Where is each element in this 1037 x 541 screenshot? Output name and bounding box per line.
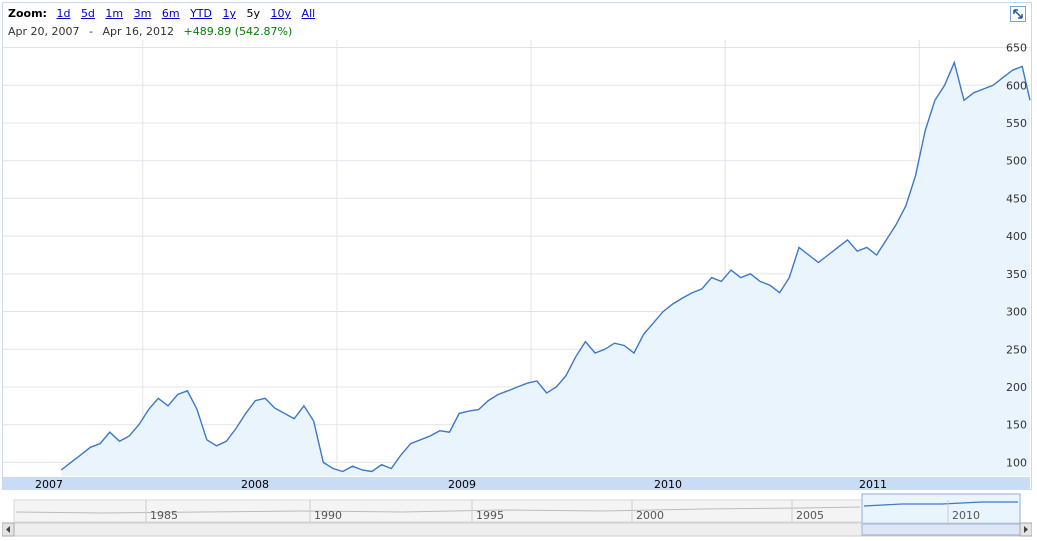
price-change: +489.89 (542.87%) xyxy=(183,25,293,38)
scroll-right-button[interactable] xyxy=(1019,522,1032,537)
zoom-6m[interactable]: 6m xyxy=(161,7,180,20)
price-area xyxy=(61,62,1030,476)
overview-year-label: 2000 xyxy=(636,509,664,522)
x-axis-band: 2007 2008 2009 2010 2011 xyxy=(3,477,1030,491)
y-tick-label: 650 xyxy=(1006,42,1027,55)
fullscreen-button[interactable] xyxy=(1010,6,1026,22)
overview-year-label: 2010 xyxy=(952,509,980,522)
zoom-10y[interactable]: 10y xyxy=(270,7,292,20)
range-separator: - xyxy=(89,25,93,38)
zoom-3m[interactable]: 3m xyxy=(133,7,152,20)
zoom-1y[interactable]: 1y xyxy=(222,7,237,20)
y-tick-label: 450 xyxy=(1006,192,1027,205)
x-tick-label: 2011 xyxy=(859,478,887,491)
x-tick-label: 2008 xyxy=(241,478,269,491)
zoom-bar: Zoom: 1d 5d 1m 3m 6m YTD 1y 5y 10y All xyxy=(8,7,322,21)
y-tick-label: 350 xyxy=(1006,268,1027,281)
scrollbar-track[interactable] xyxy=(2,522,1032,537)
overview-year-label: 1990 xyxy=(314,509,342,522)
scroll-left-button[interactable] xyxy=(2,522,15,537)
x-tick-label: 2009 xyxy=(448,478,476,491)
overview-year-label: 2005 xyxy=(796,509,824,522)
chevron-right-icon xyxy=(1024,526,1028,533)
y-tick-label: 550 xyxy=(1006,117,1027,130)
range-end-date[interactable]: Apr 16, 2012 xyxy=(102,25,175,38)
zoom-5y[interactable]: 5y xyxy=(246,7,261,20)
zoom-label: Zoom: xyxy=(8,7,47,20)
x-tick-label: 2010 xyxy=(654,478,682,491)
date-range: Apr 20, 2007 - Apr 16, 2012 +489.89 (542… xyxy=(8,25,292,38)
y-tick-label: 100 xyxy=(1006,456,1027,469)
y-tick-label: 400 xyxy=(1006,230,1027,243)
overview-history-line xyxy=(15,506,861,514)
zoom-ytd[interactable]: YTD xyxy=(190,7,212,20)
overview-line xyxy=(863,501,1018,507)
overview-selection[interactable] xyxy=(861,493,1021,525)
price-line xyxy=(60,60,1031,473)
y-tick-label: 600 xyxy=(1006,79,1027,92)
chevron-left-icon xyxy=(6,526,10,533)
overview-year-label: 1985 xyxy=(150,509,178,522)
zoom-1m[interactable]: 1m xyxy=(105,7,124,20)
zoom-5d[interactable]: 5d xyxy=(80,7,95,20)
y-tick-label: 150 xyxy=(1006,419,1027,432)
y-tick-label: 500 xyxy=(1006,155,1027,168)
y-axis-labels: 100 150 200 250 300 350 400 450 500 550 600 650 xyxy=(1006,42,1027,470)
y-tick-label: 250 xyxy=(1006,343,1027,356)
range-start-date[interactable]: Apr 20, 2007 xyxy=(8,25,80,38)
y-tick-label: 300 xyxy=(1006,306,1027,319)
zoom-all[interactable]: All xyxy=(301,7,316,20)
expand-arrows-icon xyxy=(1013,9,1023,19)
x-tick-label: 2007 xyxy=(35,478,63,491)
overview-year-label: 1995 xyxy=(476,509,504,522)
y-tick-label: 200 xyxy=(1006,381,1027,394)
zoom-1d[interactable]: 1d xyxy=(56,7,71,20)
overview-year-labels: 1985 1990 1995 2000 2005 2010 xyxy=(145,500,980,522)
x-axis-band-bg xyxy=(3,477,1030,490)
scrollbar-thumb[interactable] xyxy=(861,523,1021,536)
overview-scroller[interactable]: 1985 1990 1995 2000 2005 2010 xyxy=(2,492,1032,538)
